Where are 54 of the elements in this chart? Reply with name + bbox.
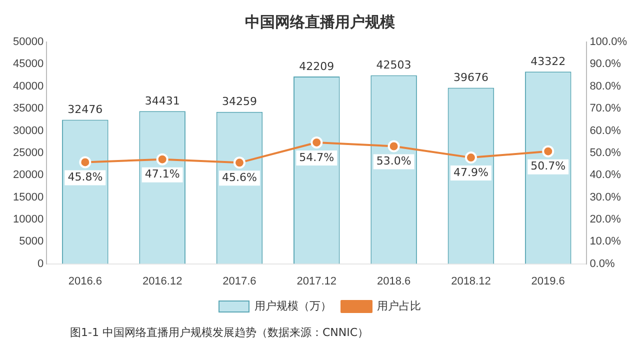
data-label: 54.7% xyxy=(299,150,334,164)
data-label: 32476 xyxy=(68,103,103,116)
y-tick-label: 15000 xyxy=(12,191,44,204)
point xyxy=(156,153,168,166)
y-tick-label: 30000 xyxy=(12,124,44,137)
point xyxy=(388,140,400,152)
legend-label: 用户占比 xyxy=(377,300,421,313)
y-tick-label: 0 xyxy=(37,258,44,270)
data-label: 53.0% xyxy=(376,154,412,168)
y2-tick-label: 90.0% xyxy=(590,58,622,70)
y-tick-label: 20000 xyxy=(12,169,44,182)
y-tick-label: 25000 xyxy=(12,146,44,159)
point xyxy=(464,152,477,164)
y2-tick-label: 30.0% xyxy=(590,191,622,204)
data-label: 50.7% xyxy=(530,160,566,173)
caption: 图1-1 中国网络直播用户规模发展趋势（数据来源：CNNIC） xyxy=(69,325,370,341)
x-tick-label: 2019.6 xyxy=(531,275,565,288)
y2-tick-label: 0.0% xyxy=(590,258,615,270)
y2-tick-label: 40.0% xyxy=(590,169,622,182)
x-tick-label: 2018.6 xyxy=(376,275,411,288)
y2-tick-label: 50.0% xyxy=(590,146,622,159)
data-label: 47.9% xyxy=(453,166,488,179)
point xyxy=(233,156,246,169)
y2-tick-label: 80.0% xyxy=(590,80,622,92)
y2-tick-label: 70.0% xyxy=(590,102,622,115)
y-tick-label: 10000 xyxy=(12,213,44,226)
y-tick-label: 35000 xyxy=(12,102,44,115)
data-label: 39676 xyxy=(453,71,488,84)
x-tick-label: 2016.12 xyxy=(142,275,182,288)
y-tick-label: 5000 xyxy=(19,236,44,248)
chart-title: 中国网络直播用户规模 xyxy=(245,13,396,32)
x-tick-label: 2017.12 xyxy=(296,275,337,288)
y2-tick-label: 20.0% xyxy=(590,213,622,226)
y2-tick-label: 100.0% xyxy=(590,36,628,48)
point xyxy=(542,145,554,158)
y-tick-label: 40000 xyxy=(12,80,44,92)
y2-tick-label: 10.0% xyxy=(590,236,622,248)
y2-tick-label: 60.0% xyxy=(590,124,622,137)
data-label: 45.6% xyxy=(222,171,257,184)
legend-label: 用户规模（万） xyxy=(254,300,332,313)
data-label: 43322 xyxy=(530,54,566,68)
point xyxy=(79,156,92,168)
data-label: 47.1% xyxy=(144,168,180,181)
data-label: 42503 xyxy=(376,58,412,72)
x-tick-label: 2018.12 xyxy=(451,275,491,288)
data-label: 45.8% xyxy=(68,170,103,184)
data-label: 34431 xyxy=(144,94,180,108)
x-tick-label: 2016.6 xyxy=(68,275,102,288)
y-tick-label: 50000 xyxy=(12,36,44,48)
data-label: 42209 xyxy=(299,60,334,73)
point xyxy=(310,136,323,148)
y-tick-label: 45000 xyxy=(12,58,44,70)
x-tick-label: 2017.6 xyxy=(222,275,256,288)
data-label: 34259 xyxy=(222,95,257,108)
